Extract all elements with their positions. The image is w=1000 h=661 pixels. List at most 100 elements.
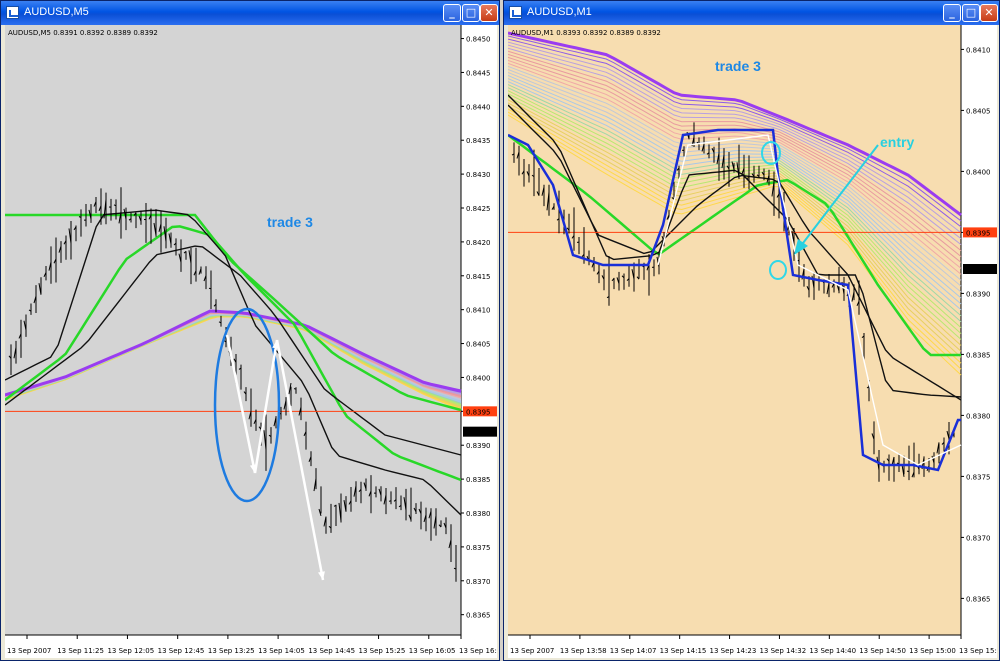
price-bar-open <box>158 223 162 232</box>
x-tick-label: 13 Sep 14:23 <box>710 647 757 655</box>
x-tick-label: 13 Sep 12:45 <box>158 647 205 655</box>
price-bar-open <box>368 490 372 497</box>
price-bar-open <box>263 430 267 450</box>
price-bar-open <box>621 275 625 279</box>
price-bar-open <box>566 227 570 231</box>
ribbon-edge-line <box>508 31 962 217</box>
price-bar-open <box>338 502 342 522</box>
price-bar-open <box>243 391 247 395</box>
ribbon-line <box>508 81 962 311</box>
y-tick-label: 0.8380 <box>466 510 491 518</box>
chart-window-icon <box>6 6 19 19</box>
x-tick-label: 13 Sep 14:07 <box>610 647 657 655</box>
ribbon-line <box>508 93 962 334</box>
maximize-button[interactable]: □ <box>462 4 480 22</box>
price-bar-open <box>188 250 192 264</box>
price-bar-open <box>428 510 432 519</box>
x-tick-label: 13 Sep 16:05 <box>409 647 456 655</box>
price-bar-open <box>178 253 182 263</box>
chart-canvas[interactable]: trade 3 0.8450 0.8445 0.8440 0.8435 0.8430 0.8… <box>5 25 497 658</box>
price-bar-open <box>776 193 780 198</box>
ribbon-line <box>508 84 962 317</box>
x-tick-label: 13 Sep 11:25 <box>57 647 104 655</box>
minimize-button[interactable]: _ <box>943 4 961 22</box>
price-bar-open <box>383 494 387 505</box>
ribbon-line <box>508 59 962 269</box>
price-bar-open <box>656 256 660 268</box>
price-bar-open <box>453 567 457 570</box>
price-bar-open <box>423 514 427 523</box>
price-bar-open <box>123 208 127 220</box>
chart-window-m1[interactable]: AUDUSD,M1 _ □ ✕ entry trade 3 0.8410 0.8405… <box>503 0 1000 661</box>
maximize-button[interactable]: □ <box>962 4 980 22</box>
price-bar-open <box>706 152 710 155</box>
price-bar-open <box>273 417 277 427</box>
bid-price-label: 0.8392 <box>966 266 991 274</box>
price-bar-open <box>856 301 860 306</box>
price-bar-open <box>601 275 605 280</box>
y-tick-label: 0.8385 <box>466 476 491 484</box>
y-tick-label: 0.8405 <box>966 107 991 115</box>
bid-price-badge <box>463 426 497 437</box>
price-bar-open <box>13 347 17 359</box>
window-titlebar[interactable]: AUDUSD,M1 _ □ ✕ <box>504 1 999 25</box>
price-bar-open <box>886 458 890 462</box>
trend-arrow-head <box>318 571 325 580</box>
y-tick-label: 0.8425 <box>466 205 491 213</box>
price-bar-open <box>596 270 600 275</box>
price-bar-open <box>551 206 555 210</box>
price-bar-open <box>631 269 635 280</box>
ribbon-line <box>508 41 962 234</box>
price-bar-open <box>38 283 42 295</box>
ribbon-line <box>508 111 962 370</box>
price-bar-open <box>308 456 312 462</box>
price-bar-open <box>701 144 705 152</box>
price-bar-open <box>741 167 745 175</box>
price-bar-open <box>716 152 720 165</box>
price-bar-open <box>751 173 755 177</box>
y-tick-label: 0.8385 <box>966 351 991 359</box>
ribbon-line <box>508 38 962 228</box>
price-bar-open <box>103 199 107 219</box>
price-chart[interactable]: trade 3 0.8450 0.8445 0.8440 0.8435 0.8430 0.8… <box>5 25 497 658</box>
chart-canvas[interactable]: entry trade 3 0.8410 0.8405 0.8400 0.8395 0.83… <box>508 25 997 658</box>
x-tick-label: 13 Sep 14:15 <box>660 647 707 655</box>
price-chart[interactable]: entry trade 3 0.8410 0.8405 0.8400 0.8395 0.83… <box>508 25 997 658</box>
price-bar-open <box>746 177 750 179</box>
window-titlebar[interactable]: AUDUSD,M5 _ □ ✕ <box>1 1 499 25</box>
price-bar-open <box>443 522 447 529</box>
price-bar-open <box>313 478 317 492</box>
price-bar-open <box>33 296 37 304</box>
time-axis <box>5 635 461 658</box>
price-bar-open <box>398 505 402 508</box>
ribbon-line <box>508 105 962 358</box>
y-tick-label: 0.8445 <box>466 69 491 77</box>
minimize-button[interactable]: _ <box>443 4 461 22</box>
chart-window-m5[interactable]: AUDUSD,M5 _ □ ✕ trade 3 0.8450 0.8445 0.844… <box>0 0 500 661</box>
price-bar-open <box>183 250 187 254</box>
price-level-label: 0.8395 <box>966 229 991 237</box>
close-button[interactable]: ✕ <box>480 4 498 22</box>
price-bar-open <box>761 171 765 176</box>
ribbon-line <box>508 75 962 299</box>
price-bar-open <box>203 275 207 282</box>
price-bar-open <box>403 497 407 511</box>
x-tick-label: 13 Sep 2007 <box>7 647 51 655</box>
price-bar-open <box>138 215 142 222</box>
y-tick-label: 0.8370 <box>466 578 491 586</box>
price-bar-open <box>213 303 217 307</box>
price-bar-open <box>771 181 775 197</box>
price-bar-open <box>448 539 452 549</box>
price-bar-open <box>806 285 810 291</box>
price-bar-open <box>268 434 272 437</box>
price-bar-open <box>626 278 630 281</box>
price-bar-open <box>93 201 97 207</box>
ribbon-line <box>508 68 962 287</box>
price-bar-open <box>298 406 302 416</box>
price-bar-open <box>611 277 615 282</box>
price-bar-open <box>666 214 670 220</box>
price-bar-open <box>556 218 560 221</box>
chart-background <box>5 25 461 635</box>
close-button[interactable]: ✕ <box>980 4 998 22</box>
chart-header: AUDUSD,M1 0.8393 0.8392 0.8389 0.8392 <box>511 29 661 37</box>
